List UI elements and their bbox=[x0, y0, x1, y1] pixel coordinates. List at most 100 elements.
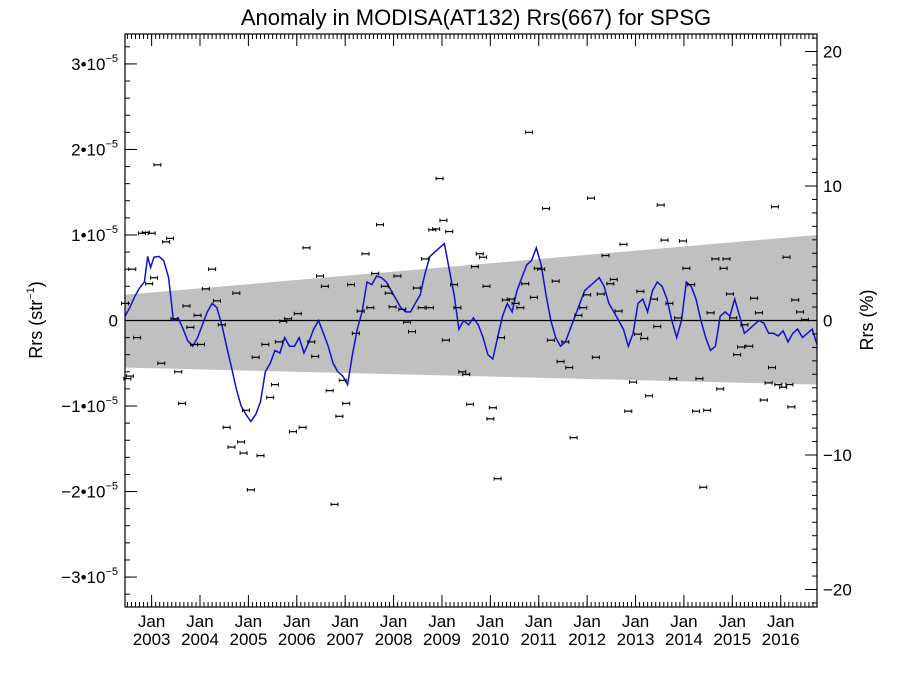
data-point bbox=[656, 203, 665, 207]
data-point bbox=[787, 404, 796, 409]
data-point bbox=[579, 305, 588, 310]
y-tick-label: 0 bbox=[109, 312, 118, 331]
data-point bbox=[311, 354, 320, 359]
data-point bbox=[640, 336, 649, 341]
data-point bbox=[516, 305, 525, 310]
y-tick-label: −2•10−5 bbox=[61, 481, 118, 502]
data-point bbox=[785, 382, 794, 387]
data-point bbox=[596, 292, 605, 296]
data-point bbox=[462, 372, 471, 377]
y-tick-mantissa: 0 bbox=[109, 312, 118, 331]
x-tick-year-label: 2003 bbox=[133, 630, 171, 649]
data-point bbox=[551, 279, 560, 284]
data-point bbox=[466, 402, 475, 407]
x-tick-month-label: Jan bbox=[235, 612, 262, 631]
anomaly-line bbox=[124, 242, 818, 423]
data-point bbox=[166, 236, 175, 241]
data-point bbox=[384, 291, 393, 296]
data-point bbox=[537, 267, 546, 272]
data-point bbox=[629, 380, 638, 384]
y-tick-mantissa: 1•10 bbox=[71, 226, 105, 245]
y-tick-label: 1•10−5 bbox=[71, 224, 118, 245]
data-point bbox=[439, 218, 448, 223]
data-point bbox=[565, 365, 574, 370]
x-tick-year-label: 2016 bbox=[762, 630, 800, 649]
y-tick-mantissa: −2•10 bbox=[61, 483, 105, 502]
data-point bbox=[725, 292, 734, 296]
data-point bbox=[737, 345, 746, 349]
y2-tick-label: 20 bbox=[823, 42, 842, 61]
data-point bbox=[606, 281, 615, 286]
x-tick-month-label: Jan bbox=[719, 612, 746, 631]
data-point bbox=[150, 275, 159, 280]
data-point bbox=[525, 130, 534, 135]
y-tick-exponent: −5 bbox=[105, 481, 118, 493]
data-point bbox=[356, 309, 365, 313]
data-point bbox=[711, 257, 720, 261]
data-point bbox=[407, 329, 416, 334]
data-point bbox=[222, 425, 231, 430]
data-point bbox=[298, 425, 307, 430]
data-point bbox=[266, 395, 275, 400]
data-point bbox=[574, 313, 583, 318]
data-point bbox=[754, 310, 763, 315]
x-tick-year-label: 2006 bbox=[278, 630, 316, 649]
data-point bbox=[770, 204, 779, 209]
data-point bbox=[624, 409, 633, 414]
x-tick-year-label: 2015 bbox=[713, 630, 751, 649]
x-tick-year-label: 2004 bbox=[181, 630, 219, 649]
x-tick-month-label: Jan bbox=[622, 612, 649, 631]
data-point bbox=[284, 316, 293, 321]
data-point bbox=[645, 393, 654, 398]
x-tick-month-label: Jan bbox=[525, 612, 552, 631]
x-tick-month-label: Jan bbox=[331, 612, 358, 631]
data-point bbox=[674, 316, 683, 320]
anomaly-line-layer bbox=[124, 242, 818, 423]
data-point bbox=[653, 324, 662, 329]
data-point bbox=[511, 301, 520, 306]
data-point bbox=[678, 239, 687, 243]
data-point bbox=[587, 196, 596, 201]
data-point bbox=[398, 307, 407, 312]
data-point bbox=[239, 451, 248, 455]
data-point bbox=[506, 297, 515, 302]
y-tick-label: 2•10−5 bbox=[71, 138, 118, 159]
data-point bbox=[619, 242, 628, 247]
y-tick-mantissa: 3•10 bbox=[71, 55, 105, 74]
y-tick-exponent: −5 bbox=[105, 53, 118, 65]
data-point bbox=[288, 429, 297, 434]
data-point bbox=[232, 291, 241, 296]
data-point bbox=[302, 245, 311, 250]
data-point bbox=[125, 374, 134, 378]
y-axis-title-close: ) bbox=[26, 281, 46, 287]
y2-tick-label: 10 bbox=[823, 177, 842, 196]
data-point bbox=[425, 305, 434, 310]
data-point bbox=[417, 305, 426, 310]
data-point bbox=[246, 487, 255, 492]
data-point bbox=[335, 414, 344, 419]
y-tick-mantissa: 2•10 bbox=[71, 140, 105, 159]
x-tick-year-label: 2013 bbox=[617, 630, 655, 649]
y-tick-label: 3•10−5 bbox=[71, 53, 118, 74]
data-point bbox=[320, 284, 329, 289]
data-point bbox=[261, 342, 270, 347]
x-tick-month-label: Jan bbox=[477, 612, 504, 631]
x-tick-month-label: Jan bbox=[380, 612, 407, 631]
data-point bbox=[482, 284, 491, 289]
data-point bbox=[669, 376, 678, 381]
data-point bbox=[445, 229, 454, 234]
data-point bbox=[212, 298, 221, 303]
data-point bbox=[251, 355, 260, 360]
x-tick-month-label: Jan bbox=[670, 612, 697, 631]
data-point bbox=[366, 305, 375, 310]
data-point bbox=[687, 282, 696, 287]
y-tick-exponent: −5 bbox=[105, 138, 118, 150]
data-point bbox=[279, 319, 288, 324]
data-point bbox=[486, 416, 495, 421]
data-point bbox=[791, 298, 800, 302]
data-point bbox=[475, 251, 484, 256]
y2-tick-label: −20 bbox=[823, 581, 852, 600]
data-point bbox=[488, 405, 497, 410]
data-point bbox=[665, 301, 674, 306]
